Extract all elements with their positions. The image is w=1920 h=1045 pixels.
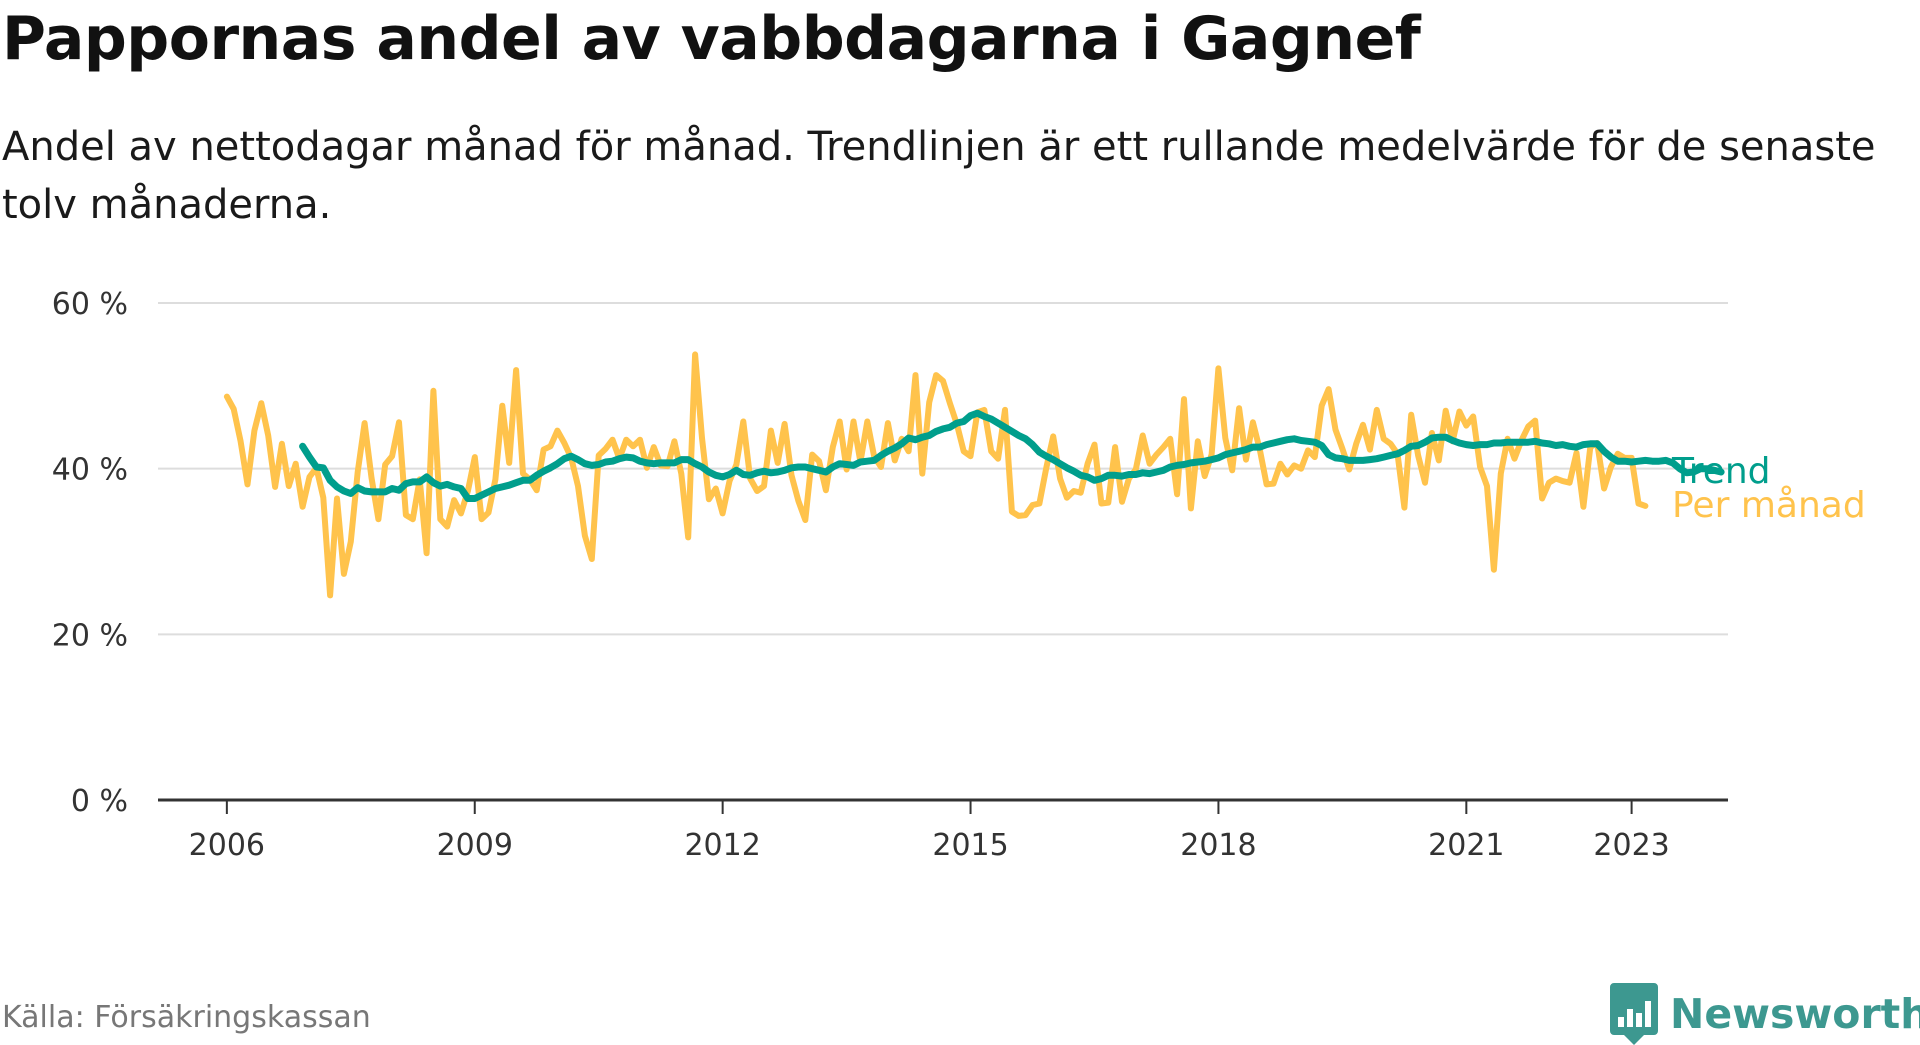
y-tick-label: 0 % xyxy=(71,784,128,819)
series-lines xyxy=(223,351,1725,599)
x-tick-label: 2006 xyxy=(189,828,265,863)
x-tick-label: 2009 xyxy=(437,828,513,863)
x-axis: 2006 2009 2012 2015 2018 2021 2023 xyxy=(158,798,1728,863)
line-label-per-m-nad: Per månad xyxy=(1672,485,1866,526)
x-tick-label: 2018 xyxy=(1180,828,1256,863)
newsworthy-logo-text: Newsworthy xyxy=(1670,990,1920,1038)
x-tick-label: 2012 xyxy=(684,828,760,863)
line-label-trend: Trend xyxy=(1671,451,1771,492)
y-axis: 0 % 20 % 40 % 60 % xyxy=(52,287,128,819)
x-tick-label: 2021 xyxy=(1428,828,1504,863)
series-line-per-m-nad xyxy=(223,351,1649,599)
newsworthy-logo-icon xyxy=(1610,983,1658,1045)
chart-subtitle: Andel av nettodagar månad för månad. Tre… xyxy=(2,124,1876,228)
x-tick-label: 2015 xyxy=(932,828,1008,863)
y-tick-label: 60 % xyxy=(52,287,128,322)
x-tick-label: 2023 xyxy=(1593,828,1669,863)
newsworthy-logo[interactable]: Newsworthy xyxy=(1610,983,1920,1045)
source-note: Källa: Försäkringskassan xyxy=(2,1000,371,1035)
chart-title: Pappornas andel av vabbdagarna i Gagnef xyxy=(2,4,1421,74)
y-tick-label: 20 % xyxy=(52,618,128,653)
series-line-trend xyxy=(299,409,1725,502)
gridlines xyxy=(158,302,1728,636)
y-tick-label: 40 % xyxy=(52,453,128,488)
